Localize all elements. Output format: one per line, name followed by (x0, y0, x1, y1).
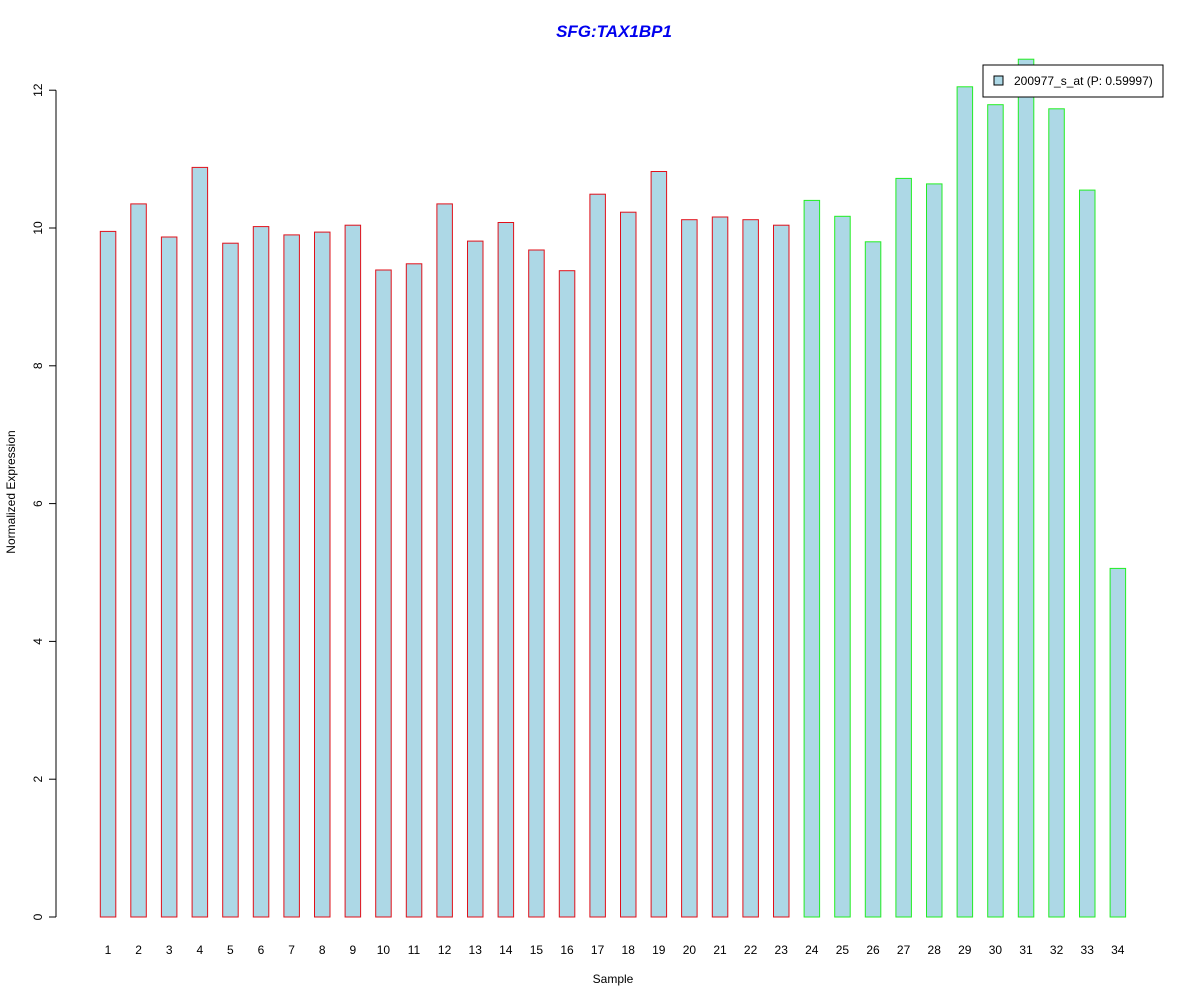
bar-sample-21 (711, 216, 729, 918)
x-tick-label: 2 (135, 943, 142, 957)
bar-sample-12 (436, 203, 453, 918)
legend: 200977_s_at (P: 0.59997) (982, 64, 1164, 98)
x-tick-label: 30 (989, 943, 1003, 957)
bar-sample-24 (803, 199, 821, 918)
bar-sample-32 (1048, 108, 1065, 918)
bar-sample-17 (589, 193, 606, 918)
x-tick-label: 5 (227, 943, 234, 957)
y-axis: 0 2 4 6 8 10 12 (31, 83, 57, 920)
bar-sample-4 (191, 166, 209, 918)
x-tick-label: 24 (805, 943, 819, 957)
x-tick-label: 7 (288, 943, 295, 957)
y-tick-label: 12 (31, 83, 45, 97)
bar-sample-14 (497, 222, 515, 918)
x-tick-label: 22 (744, 943, 758, 957)
y-tick-label: 4 (31, 638, 45, 645)
bar-sample-5 (222, 242, 239, 918)
bar-sample-25 (834, 215, 851, 918)
x-axis-title: Sample (593, 972, 634, 986)
x-tick-label: 32 (1050, 943, 1064, 957)
bar-sample-20 (681, 219, 698, 918)
x-tick-label: 16 (560, 943, 574, 957)
bar-sample-8 (314, 231, 331, 918)
bar-sample-19 (650, 171, 668, 918)
x-tick-label: 17 (591, 943, 605, 957)
x-tick-label: 20 (683, 943, 697, 957)
bar-sample-9 (344, 224, 362, 918)
bar-sample-28 (926, 183, 943, 918)
bar-sample-13 (467, 240, 484, 918)
x-tick-label: 26 (866, 943, 880, 957)
x-tick-label: 18 (622, 943, 636, 957)
bar-sample-11 (405, 263, 423, 918)
bar-sample-1 (99, 230, 117, 918)
x-tick-label: 12 (438, 943, 452, 957)
bar-sample-22 (742, 219, 759, 918)
x-tick-label: 13 (469, 943, 483, 957)
x-tick-label: 29 (958, 943, 972, 957)
x-tick-label: 25 (836, 943, 850, 957)
bar-sample-7 (283, 234, 300, 918)
bar-sample-18 (620, 211, 637, 918)
x-tick-label: 4 (196, 943, 203, 957)
x-tick-label: 1 (105, 943, 112, 957)
bar-sample-34 (1109, 567, 1127, 918)
y-tick-label: 10 (31, 221, 45, 235)
bar-sample-27 (895, 177, 912, 918)
x-tick-label: 3 (166, 943, 173, 957)
bar-sample-26 (864, 241, 882, 918)
legend-label: 200977_s_at (P: 0.59997) (1014, 74, 1153, 88)
bar-sample-6 (252, 226, 270, 918)
y-tick-label: 8 (31, 362, 45, 369)
bar-sample-33 (1079, 189, 1096, 918)
x-tick-label: 33 (1081, 943, 1095, 957)
bar-sample-10 (375, 269, 392, 918)
x-tick-labels: 1 2 3 4 5 6 7 8 9 10 11 12 13 14 15 16 17 18 19 20 21 22 23 24 2… (105, 943, 1125, 957)
x-tick-label: 10 (377, 943, 391, 957)
legend-swatch (993, 75, 1004, 86)
bar-sample-23 (773, 224, 790, 918)
x-tick-label: 15 (530, 943, 544, 957)
bar-sample-15 (528, 249, 545, 918)
x-tick-label: 34 (1111, 943, 1125, 957)
bar-sample-16 (558, 270, 576, 918)
bar-sample-2 (130, 203, 147, 918)
x-tick-label: 23 (775, 943, 789, 957)
bar-sample-31 (1017, 58, 1035, 918)
y-tick-label: 0 (31, 913, 45, 920)
x-tick-label: 19 (652, 943, 666, 957)
bar-sample-29 (956, 86, 974, 918)
bar-sample-3 (160, 236, 178, 918)
y-tick-label: 6 (31, 500, 45, 507)
x-tick-label: 14 (499, 943, 513, 957)
x-tick-label: 28 (928, 943, 942, 957)
x-tick-label: 11 (408, 943, 421, 957)
x-tick-label: 31 (1019, 943, 1033, 957)
x-tick-label: 21 (713, 943, 727, 957)
bar-sample-30 (987, 104, 1004, 918)
chart-title: SFG:TAX1BP1 (556, 22, 672, 41)
y-tick-label: 2 (31, 776, 45, 783)
bars (99, 58, 1127, 918)
x-tick-label: 8 (319, 943, 326, 957)
x-tick-label: 27 (897, 943, 911, 957)
y-axis-title: Normalized Expression (4, 430, 18, 553)
x-tick-label: 9 (349, 943, 356, 957)
x-tick-label: 6 (258, 943, 265, 957)
legend-box (982, 64, 1164, 98)
